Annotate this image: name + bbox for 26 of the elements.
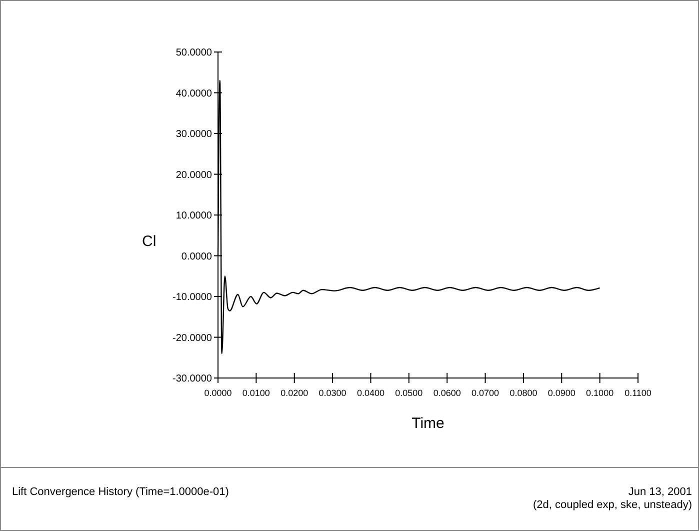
y-tick-label: 0.0000 (181, 251, 212, 262)
x-tick-label: 0.0100 (242, 388, 270, 398)
text: Jun 13, 2001 (628, 486, 692, 498)
x-tick-label: 0.0600 (433, 388, 461, 398)
x-axis-title: Time (412, 415, 444, 432)
x-tick-label: 0.0900 (548, 388, 576, 398)
text: Lift Convergence History (Time=1.0000e-01) (12, 486, 229, 498)
y-tick-label: -30.0000 (172, 374, 212, 384)
x-tick-label: 0.0200 (280, 388, 308, 398)
x-tick-label: 0.0300 (318, 388, 346, 398)
y-axis-title: Cl (142, 233, 156, 250)
y-tick-label: 20.0000 (176, 170, 212, 181)
x-tick-label: 0.0400 (356, 388, 384, 398)
x-tick-label: 0.0000 (204, 388, 232, 398)
y-tick-label: 30.0000 (176, 129, 212, 140)
y-tick-label: 10.0000 (176, 210, 212, 222)
y-tick-label: -20.0000 (172, 332, 212, 344)
y-tick-label: 40.0000 (176, 88, 212, 100)
text: (2d, coupled exp, ske, unsteady) (533, 499, 692, 511)
x-tick-label: 0.0700 (472, 388, 500, 398)
y-tick-label: -10.0000 (172, 292, 212, 303)
x-tick-label: 0.1100 (624, 388, 652, 398)
x-tick-label: 0.0800 (510, 388, 538, 398)
x-tick-label: 0.0500 (395, 388, 423, 398)
x-tick-label: 0.1000 (586, 388, 614, 398)
y-tick-label: 50.0000 (176, 48, 212, 58)
